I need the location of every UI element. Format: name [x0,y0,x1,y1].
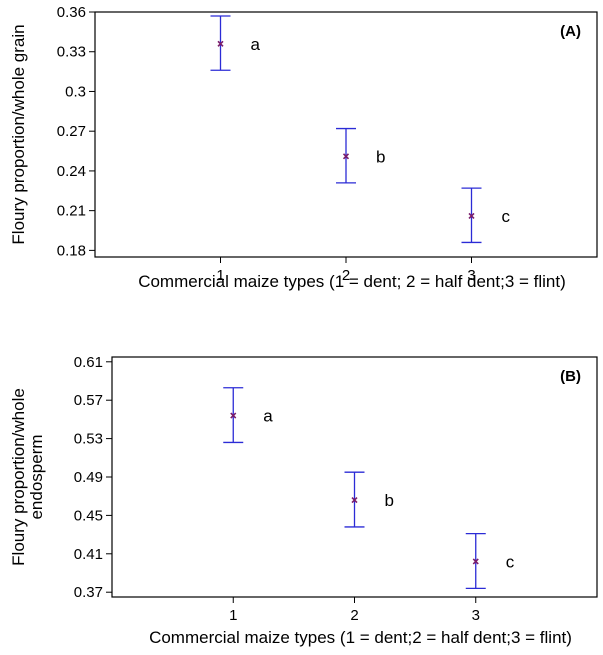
y-tick-label: 0.37 [74,584,103,601]
y-tick-label: 0.27 [57,123,86,140]
x-tick-label: 2 [350,607,358,624]
y-tick-label: 0.61 [74,354,103,371]
mean-marker [230,412,237,419]
y-axis-title: Floury proportion/whole [9,388,28,566]
panel-label: (B) [560,368,581,385]
x-tick-label: 3 [467,267,475,284]
group-letter: c [502,207,511,226]
group-letter: b [385,491,394,510]
y-tick-label: 0.53 [74,431,103,448]
group-letter: b [376,147,385,166]
y-tick-label: 0.21 [57,203,86,220]
y-tick-label: 0.24 [57,163,86,180]
panel-a-chart: 0.18 0.21 0.24 0.27 0.3 0.33 0.36 1 2 3Commercial… [9,4,598,291]
y-axis-title: Floury proportion/whole grain [9,24,28,244]
y-tick-label: 0.45 [74,507,103,524]
panel-b-chart: 0.37 0.41 0.45 0.49 0.53 0.57 0.61 1 2 3 Commercia… [9,354,598,647]
y-tick-label: 0.57 [74,392,103,409]
x-axis-title: Commercial maize types (1 = dent; 2 = ha… [138,272,566,291]
mean-marker [342,153,350,160]
x-tick-label: 1 [216,267,224,284]
x-tick-label: 2 [342,267,350,284]
group-letter: c [506,552,515,571]
group-letter: a [263,407,273,426]
x-tick-label: 1 [229,607,237,624]
y-tick-label: 0.49 [74,469,103,486]
mean-marker [468,212,475,220]
mean-marker [472,558,479,565]
x-axis-title: Commercial maize types (1 = dent;2 = hal… [149,628,572,647]
y-tick-label: 0.33 [57,44,86,61]
y-axis-title: endosperm [27,434,46,519]
y-tick-label: 0.18 [57,242,86,259]
y-tick-label: 0.3 [65,83,86,100]
mean-marker [217,40,224,47]
group-letter: a [251,35,261,54]
y-tick-label: 0.36 [57,4,86,21]
panel-label: (A) [560,23,581,40]
y-tick-label: 0.41 [74,546,103,563]
x-tick-label: 3 [472,607,480,624]
mean-marker [351,496,358,504]
